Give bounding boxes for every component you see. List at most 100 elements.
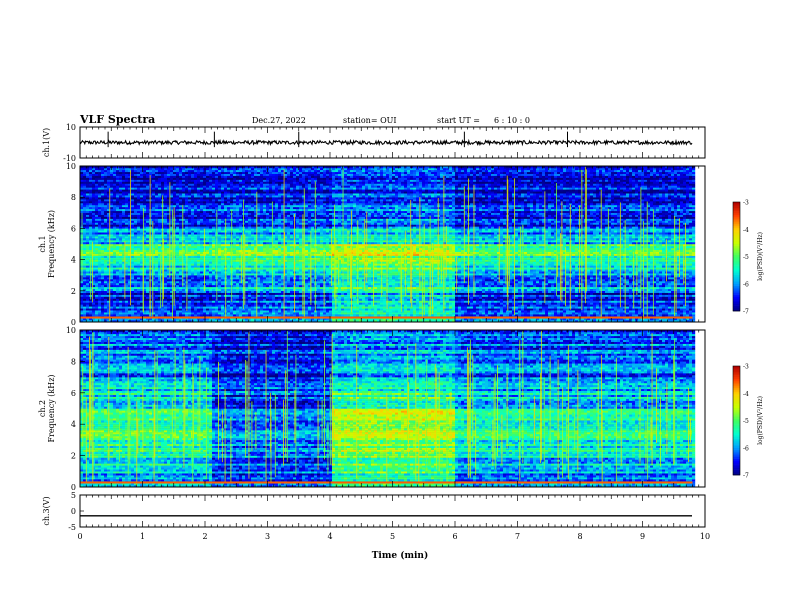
spectrogram-cell bbox=[515, 290, 519, 293]
spectrogram-cell bbox=[209, 277, 213, 280]
spectrogram-cell bbox=[212, 279, 216, 282]
spectrogram-cell bbox=[668, 312, 672, 315]
spectrogram-cell bbox=[386, 304, 390, 307]
spectrogram-cell bbox=[347, 310, 351, 313]
spectrogram-cell bbox=[302, 306, 306, 309]
spectrogram-cell bbox=[335, 306, 339, 309]
spectrogram-cell bbox=[134, 306, 138, 309]
spectrogram-cell bbox=[362, 288, 366, 291]
spectrogram-cell bbox=[119, 312, 123, 315]
spectrogram-cell bbox=[617, 294, 621, 297]
spectrogram-cell bbox=[305, 306, 309, 309]
spectrogram-cell bbox=[545, 284, 549, 288]
spectrogram-cell bbox=[536, 296, 540, 299]
spectrogram-cell bbox=[365, 312, 369, 315]
spectrogram-cell bbox=[476, 281, 480, 284]
spectrogram-cell bbox=[95, 314, 99, 317]
spectrogram-cell bbox=[389, 288, 393, 291]
spectrogram-cell bbox=[647, 290, 651, 293]
spectrogram-cell bbox=[392, 320, 396, 323]
spectrogram-cell bbox=[125, 308, 129, 311]
spectrogram-cell bbox=[203, 294, 207, 297]
spectrogram-cell bbox=[260, 277, 264, 280]
spectrogram-cell bbox=[260, 312, 264, 315]
spectrogram-cell bbox=[305, 314, 309, 317]
spectrogram-cell bbox=[458, 296, 462, 299]
spectrogram-cell bbox=[230, 310, 234, 313]
spectrogram-cell bbox=[479, 288, 483, 291]
spectrogram-cell bbox=[482, 314, 486, 317]
spectrogram-cell bbox=[242, 320, 246, 323]
spectrogram-cell bbox=[131, 314, 135, 317]
spectrogram-cell bbox=[563, 298, 567, 301]
spectrogram-cell bbox=[323, 296, 327, 299]
spectrogram-cell bbox=[182, 306, 186, 309]
spectrogram-cell bbox=[476, 294, 480, 297]
spectrogram-cell bbox=[602, 318, 606, 321]
spectrogram-cell bbox=[692, 288, 696, 291]
spectrogram-cell bbox=[107, 292, 111, 295]
spectrogram-cell bbox=[83, 308, 87, 311]
spectrogram-cell bbox=[662, 296, 666, 299]
spectrogram-cell bbox=[575, 292, 579, 295]
spectrogram-cell bbox=[488, 308, 492, 311]
spectrogram-cell bbox=[440, 304, 444, 307]
spectrogram-cell bbox=[497, 300, 501, 303]
spectrogram-cell bbox=[527, 314, 531, 317]
spectrogram-cell bbox=[482, 281, 486, 284]
spectrogram-cell bbox=[257, 314, 261, 317]
spectrogram-cell bbox=[218, 298, 222, 301]
spectrogram-cell bbox=[197, 296, 201, 299]
ch1-trace bbox=[79, 138, 693, 147]
spectrogram-cell bbox=[671, 302, 675, 305]
spectrogram-cell bbox=[338, 308, 342, 311]
spectrogram-cell bbox=[257, 306, 261, 309]
spectrogram-cell bbox=[644, 302, 648, 305]
spectrogram-cell bbox=[491, 294, 495, 297]
spectrogram-cell bbox=[554, 308, 558, 311]
spectrogram-cell bbox=[323, 318, 327, 321]
spectrogram-cell bbox=[551, 308, 555, 311]
spectrogram-cell bbox=[491, 312, 495, 315]
spectrogram-cell bbox=[305, 308, 309, 311]
spectrogram-cell bbox=[116, 288, 120, 291]
spectrogram-cell bbox=[497, 310, 501, 313]
spectrogram-cell bbox=[284, 277, 288, 280]
spectrogram-cell bbox=[650, 296, 654, 299]
spectrogram-cell bbox=[230, 306, 234, 309]
spectrogram-cell bbox=[524, 281, 528, 284]
spectrogram-cell bbox=[167, 283, 171, 286]
spectrogram-cell bbox=[212, 318, 216, 321]
spectrogram-cell bbox=[509, 320, 513, 323]
spectrogram-cell bbox=[143, 302, 147, 305]
spectrogram-cell bbox=[665, 318, 669, 321]
spectrogram-cell bbox=[485, 292, 489, 295]
spectrogram-cell bbox=[179, 292, 183, 295]
spectrogram-cell bbox=[659, 308, 663, 311]
spectrogram-cell bbox=[371, 290, 375, 293]
spectrogram-cell bbox=[305, 288, 309, 291]
spectrogram-cell bbox=[464, 302, 468, 305]
spectrogram-cell bbox=[605, 290, 609, 293]
spectrogram-cell bbox=[386, 314, 390, 317]
spectrogram-cell bbox=[116, 294, 120, 297]
spectrogram-cell bbox=[83, 288, 87, 291]
spectrogram-cell bbox=[266, 292, 270, 295]
spectrogram-cell bbox=[548, 304, 552, 307]
spectrogram-cell bbox=[683, 279, 687, 282]
spectrogram-cell bbox=[137, 314, 141, 317]
spectrogram-cell bbox=[143, 314, 147, 317]
spectrogram-cell bbox=[182, 286, 186, 290]
spectrogram-cell bbox=[116, 275, 120, 278]
spectrogram-cell bbox=[677, 283, 681, 286]
spectrogram-cell bbox=[218, 275, 222, 278]
spectrogram-cell bbox=[164, 312, 168, 315]
spectrogram-cell bbox=[98, 275, 102, 278]
spectrogram-cell bbox=[209, 286, 213, 290]
spectrogram-cell bbox=[614, 290, 618, 293]
spectrogram-cell bbox=[434, 314, 438, 317]
spectrogram-cell bbox=[317, 290, 321, 293]
spectrogram-cell bbox=[260, 304, 264, 307]
spectrogram-cell bbox=[110, 312, 114, 315]
spectrogram-cell bbox=[452, 310, 456, 313]
